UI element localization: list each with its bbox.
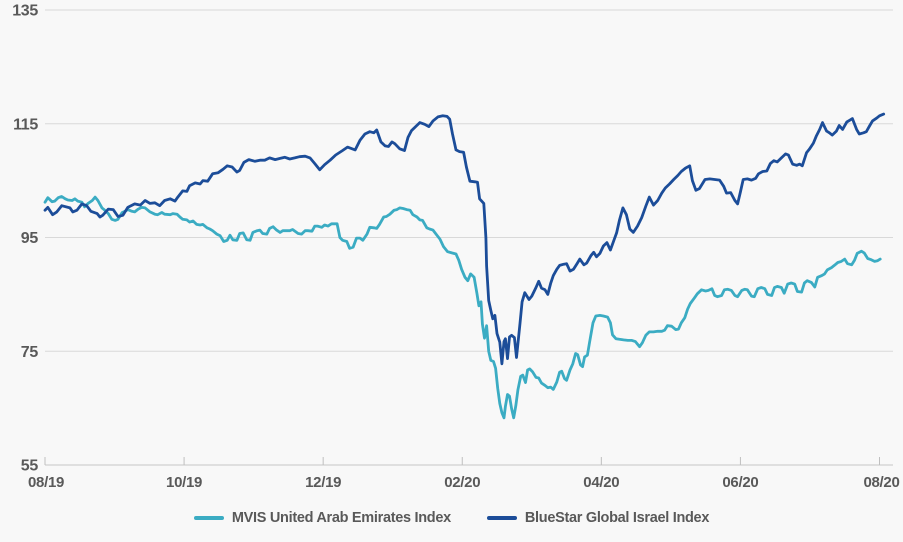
israel-series-swatch [486, 516, 517, 520]
uae-series-swatch [193, 516, 224, 520]
legend-item-uae: MVIS United Arab Emirates Index [193, 510, 451, 526]
y-axis-label-135: 135 [12, 3, 38, 20]
legend-item-israel: BlueStar Global Israel Index [486, 510, 710, 526]
series-line-0 [43, 195, 882, 420]
y-axis-label-55: 55 [21, 458, 39, 475]
x-axis-label-10/19: 10/19 [166, 474, 202, 491]
y-axis-label-95: 95 [21, 230, 39, 247]
x-axis-label-08/20: 08/20 [863, 474, 899, 491]
israel-series-label: BlueStar Global Israel Index [524, 510, 710, 526]
x-axis-label-08/19: 08/19 [28, 474, 64, 491]
chart-legend: MVIS United Arab Emirates Index BlueStar… [0, 507, 903, 529]
x-axis-label-06/20: 06/20 [722, 474, 758, 491]
x-axis-label-04/20: 04/20 [583, 474, 619, 491]
x-axis-label-12/19: 12/19 [305, 474, 341, 491]
x-axis-label-02/20: 02/20 [444, 474, 480, 491]
uae-series-label: MVIS United Arab Emirates Index [231, 510, 451, 526]
y-axis-label-75: 75 [21, 344, 39, 361]
y-axis-label-115: 115 [13, 116, 38, 133]
series-line-1 [43, 112, 886, 366]
